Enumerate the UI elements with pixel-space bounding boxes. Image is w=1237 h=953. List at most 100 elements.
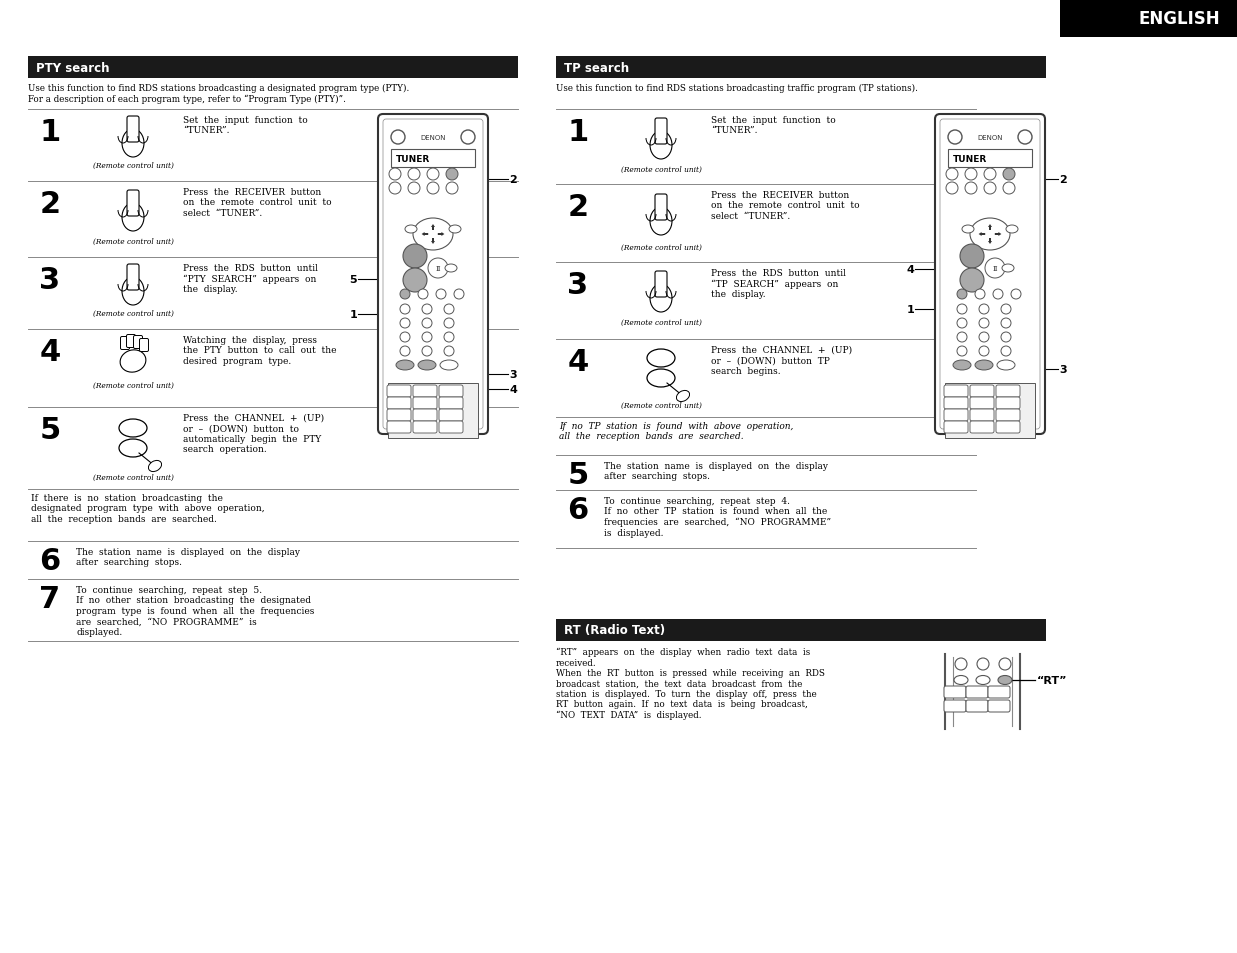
Text: 3: 3	[40, 266, 61, 294]
Ellipse shape	[119, 419, 147, 437]
Ellipse shape	[649, 208, 672, 235]
Ellipse shape	[445, 265, 456, 273]
FancyBboxPatch shape	[996, 386, 1021, 397]
Circle shape	[965, 169, 977, 181]
Circle shape	[1001, 305, 1011, 314]
FancyArrow shape	[430, 225, 435, 231]
FancyBboxPatch shape	[134, 336, 142, 349]
FancyArrow shape	[438, 233, 444, 236]
Text: Set  the  input  function  to
“TUNER”.: Set the input function to “TUNER”.	[183, 116, 308, 135]
FancyArrow shape	[430, 239, 435, 245]
Text: Set  the  input  function  to
“TUNER”.: Set the input function to “TUNER”.	[711, 116, 836, 135]
Circle shape	[977, 659, 990, 670]
FancyBboxPatch shape	[413, 386, 437, 397]
Text: 5: 5	[568, 460, 589, 490]
FancyBboxPatch shape	[944, 410, 969, 421]
FancyBboxPatch shape	[988, 686, 1009, 699]
FancyBboxPatch shape	[996, 421, 1021, 434]
Circle shape	[403, 269, 427, 293]
Circle shape	[1011, 290, 1021, 299]
FancyBboxPatch shape	[439, 386, 463, 397]
Text: RT (Radio Text): RT (Radio Text)	[564, 624, 666, 637]
FancyBboxPatch shape	[127, 191, 139, 216]
Circle shape	[978, 347, 990, 356]
Circle shape	[400, 318, 409, 329]
Ellipse shape	[122, 277, 143, 306]
Ellipse shape	[122, 130, 143, 158]
Ellipse shape	[418, 360, 435, 371]
Text: To  continue  searching,  repeat  step  4.
If  no  other  TP  station  is  found: To continue searching, repeat step 4. If…	[604, 497, 831, 537]
FancyBboxPatch shape	[996, 410, 1021, 421]
FancyBboxPatch shape	[970, 386, 995, 397]
FancyBboxPatch shape	[970, 410, 995, 421]
Text: Press  the  CHANNEL  +  (UP)
or  –  (DOWN)  button  TP
search  begins.: Press the CHANNEL + (UP) or – (DOWN) but…	[711, 346, 852, 375]
Text: 4: 4	[40, 337, 61, 367]
Circle shape	[999, 659, 1011, 670]
Circle shape	[461, 131, 475, 145]
FancyBboxPatch shape	[126, 335, 136, 348]
Bar	[555, 57, 1047, 79]
Ellipse shape	[970, 219, 1009, 251]
Circle shape	[965, 183, 977, 194]
Text: Press  the  RECEIVER  button
on  the  remote  control  unit  to
select  “TUNER”.: Press the RECEIVER button on the remote …	[183, 188, 332, 217]
FancyBboxPatch shape	[439, 410, 463, 421]
Ellipse shape	[440, 360, 458, 371]
FancyBboxPatch shape	[127, 265, 139, 291]
Circle shape	[454, 290, 464, 299]
Circle shape	[391, 131, 404, 145]
Circle shape	[422, 333, 432, 343]
Text: “RT”  appears  on  the  display  when  radio  text  data  is
received.
When  the: “RT” appears on the display when radio t…	[555, 647, 825, 720]
FancyBboxPatch shape	[439, 421, 463, 434]
FancyBboxPatch shape	[656, 272, 667, 297]
Ellipse shape	[119, 439, 147, 457]
Circle shape	[985, 258, 1004, 278]
Bar	[948, 150, 1032, 168]
Text: (Remote control unit): (Remote control unit)	[93, 381, 173, 390]
Text: The  station  name  is  displayed  on  the  display
after  searching  stops.: The station name is displayed on the dis…	[604, 461, 828, 481]
Text: The  station  name  is  displayed  on  the  display
after  searching  stops.: The station name is displayed on the dis…	[75, 547, 301, 567]
Circle shape	[388, 183, 401, 194]
Text: (Remote control unit): (Remote control unit)	[621, 166, 701, 173]
Ellipse shape	[647, 350, 675, 368]
Text: TP search: TP search	[564, 61, 630, 74]
FancyBboxPatch shape	[127, 117, 139, 143]
Text: (Remote control unit): (Remote control unit)	[93, 310, 173, 317]
FancyBboxPatch shape	[656, 119, 667, 145]
Text: 4: 4	[568, 348, 589, 376]
Circle shape	[1001, 347, 1011, 356]
Circle shape	[957, 290, 967, 299]
Circle shape	[422, 347, 432, 356]
Circle shape	[400, 290, 409, 299]
Text: To  continue  searching,  repeat  step  5.
If  no  other  station  broadcasting : To continue searching, repeat step 5. If…	[75, 585, 314, 636]
Circle shape	[1003, 169, 1016, 181]
FancyArrow shape	[422, 233, 428, 236]
Ellipse shape	[413, 219, 453, 251]
Circle shape	[427, 169, 439, 181]
Text: (Remote control unit): (Remote control unit)	[621, 244, 701, 252]
Text: (Remote control unit): (Remote control unit)	[621, 318, 701, 327]
Bar	[28, 57, 518, 79]
Text: 5: 5	[349, 274, 357, 285]
FancyBboxPatch shape	[966, 686, 988, 699]
Text: 7: 7	[40, 584, 61, 614]
Circle shape	[427, 183, 439, 194]
FancyBboxPatch shape	[935, 115, 1045, 435]
Ellipse shape	[954, 676, 969, 685]
Text: 3: 3	[568, 271, 589, 299]
Ellipse shape	[962, 226, 974, 233]
Text: TUNER: TUNER	[952, 154, 987, 163]
Ellipse shape	[998, 676, 1012, 685]
Circle shape	[975, 290, 985, 299]
Circle shape	[1001, 318, 1011, 329]
Circle shape	[948, 131, 962, 145]
Text: 1: 1	[907, 305, 914, 314]
Circle shape	[960, 245, 983, 269]
FancyBboxPatch shape	[439, 397, 463, 410]
Text: 2: 2	[568, 193, 589, 222]
Circle shape	[422, 305, 432, 314]
Text: 1: 1	[40, 118, 61, 147]
Circle shape	[978, 333, 990, 343]
Ellipse shape	[1006, 226, 1018, 233]
Circle shape	[957, 333, 967, 343]
FancyArrow shape	[978, 233, 985, 236]
